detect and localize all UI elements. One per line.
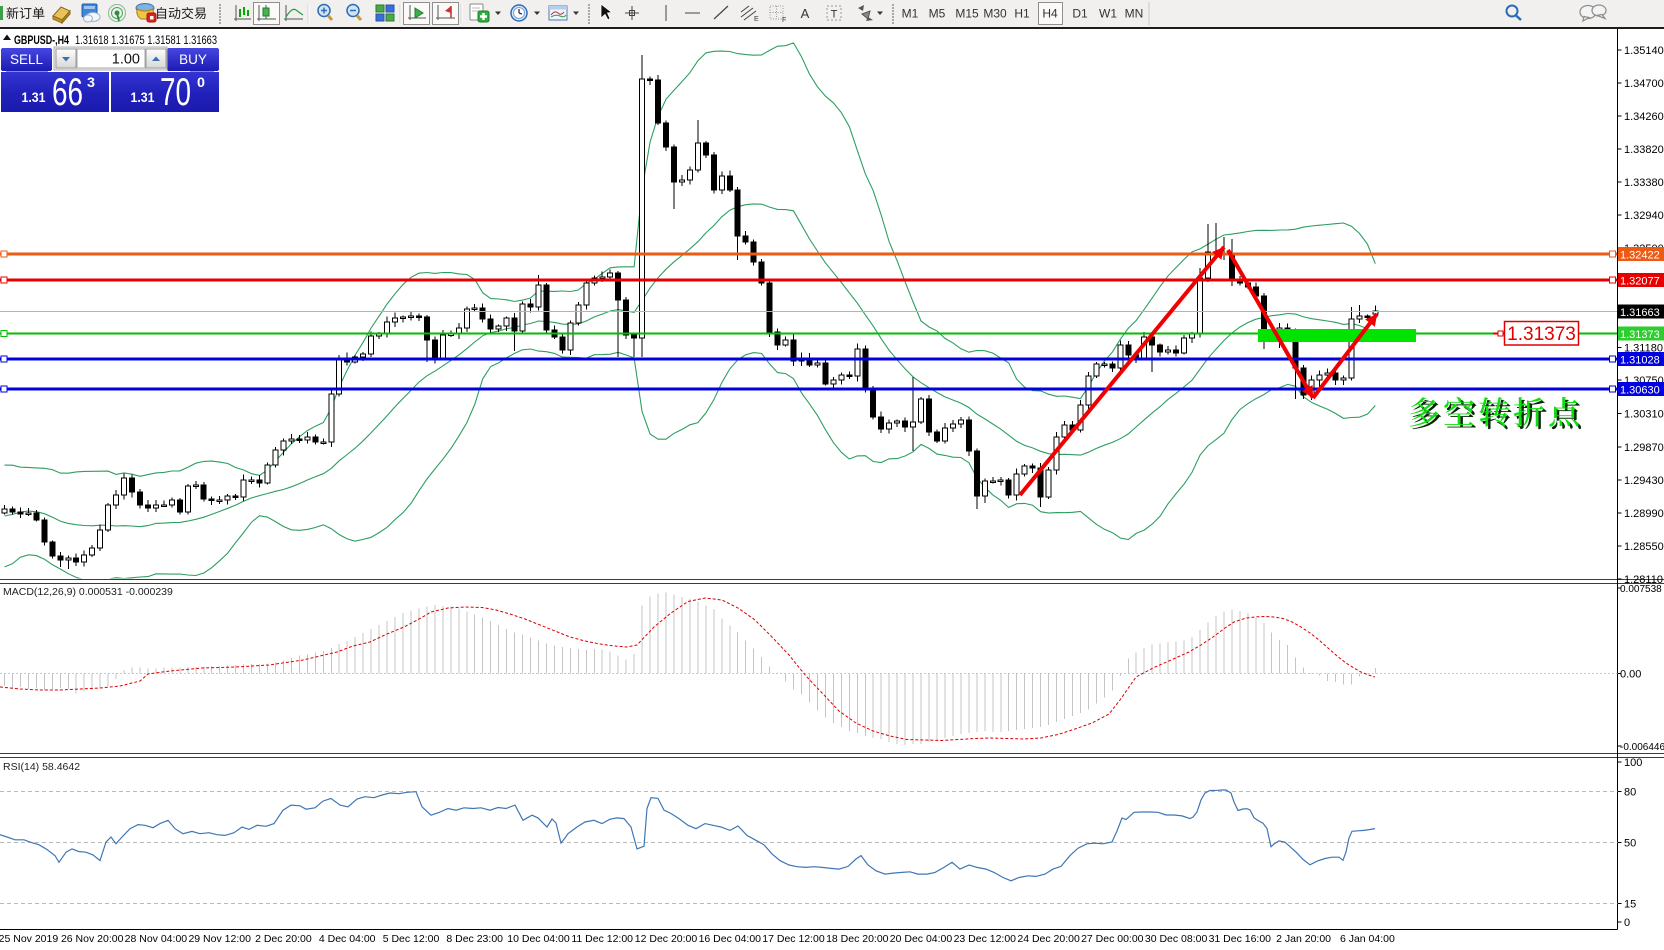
svg-text:12 Dec 20:00: 12 Dec 20:00 [635, 933, 698, 945]
svg-text:1.28110: 1.28110 [1624, 574, 1663, 586]
svg-text:1.31618 1.31675 1.31581 1.3166: 1.31618 1.31675 1.31581 1.31663 [75, 35, 217, 47]
svg-text:RSI(14) 58.4642: RSI(14) 58.4642 [3, 761, 80, 773]
svg-text:1.30310: 1.30310 [1624, 409, 1664, 421]
svg-text:D1: D1 [1072, 7, 1088, 21]
svg-text:1.29870: 1.29870 [1624, 442, 1664, 454]
svg-text:2 Jan 20:00: 2 Jan 20:00 [1276, 933, 1331, 945]
svg-text:4 Dec 04:00: 4 Dec 04:00 [319, 933, 376, 945]
svg-text:1.31028: 1.31028 [1620, 355, 1660, 367]
svg-text:1.31373: 1.31373 [1620, 329, 1660, 341]
svg-text:1.29430: 1.29430 [1624, 475, 1664, 487]
svg-text:0: 0 [197, 74, 205, 90]
svg-text:6 Jan 04:00: 6 Jan 04:00 [1340, 933, 1395, 945]
svg-text:30 Dec 08:00: 30 Dec 08:00 [1145, 933, 1208, 945]
svg-text:15: 15 [1624, 899, 1636, 911]
svg-text:H1: H1 [1014, 7, 1030, 21]
svg-text:E: E [754, 16, 759, 23]
svg-text:T: T [831, 9, 838, 21]
svg-text:100: 100 [1624, 757, 1642, 769]
svg-text:25 Nov 2019: 25 Nov 2019 [0, 933, 58, 945]
svg-text:29 Nov 12:00: 29 Nov 12:00 [188, 933, 251, 945]
svg-text:H4: H4 [1042, 7, 1058, 21]
svg-text:0.007538: 0.007538 [1620, 584, 1662, 595]
svg-text:70: 70 [160, 71, 191, 114]
svg-text:0: 0 [1624, 917, 1630, 929]
svg-text:26 Nov 20:00: 26 Nov 20:00 [61, 933, 124, 945]
svg-text:1.30630: 1.30630 [1620, 385, 1660, 397]
svg-text:31 Dec 16:00: 31 Dec 16:00 [1209, 933, 1272, 945]
svg-text:A: A [801, 6, 810, 21]
svg-text:27 Dec 00:00: 27 Dec 00:00 [1081, 933, 1144, 945]
svg-text:80: 80 [1624, 787, 1636, 799]
svg-text:18 Dec 20:00: 18 Dec 20:00 [826, 933, 889, 945]
svg-text:M15: M15 [955, 7, 979, 21]
svg-text:MACD(12,26,9) 0.000531 -0.0002: MACD(12,26,9) 0.000531 -0.000239 [3, 586, 173, 598]
svg-text:1.34700: 1.34700 [1624, 78, 1664, 90]
svg-text:10 Dec 04:00: 10 Dec 04:00 [507, 933, 570, 945]
svg-text:11 Dec 12:00: 11 Dec 12:00 [571, 933, 633, 945]
svg-text:1.34260: 1.34260 [1624, 111, 1664, 123]
svg-text:24 Dec 20:00: 24 Dec 20:00 [1017, 933, 1080, 945]
svg-text:1.31180: 1.31180 [1624, 343, 1663, 355]
svg-text:1.31: 1.31 [22, 89, 46, 105]
svg-text:SELL: SELL [10, 52, 44, 67]
svg-text:MN: MN [1125, 7, 1144, 21]
svg-text:1.31: 1.31 [131, 89, 155, 105]
svg-text:1.33380: 1.33380 [1624, 177, 1664, 189]
svg-text:GBPUSD-,H4: GBPUSD-,H4 [14, 35, 69, 47]
svg-text:BUY: BUY [179, 52, 207, 67]
svg-text:1.32077: 1.32077 [1620, 276, 1660, 288]
svg-text:1.32940: 1.32940 [1624, 210, 1664, 222]
svg-text:17 Dec 12:00: 17 Dec 12:00 [762, 933, 825, 945]
svg-text:M5: M5 [929, 7, 946, 21]
svg-text:1.35140: 1.35140 [1624, 45, 1664, 57]
svg-text:2 Dec 20:00: 2 Dec 20:00 [255, 933, 312, 945]
svg-text:1.31663: 1.31663 [1620, 307, 1660, 319]
svg-text:1.33820: 1.33820 [1624, 144, 1664, 156]
svg-text:28 Nov 04:00: 28 Nov 04:00 [125, 933, 188, 945]
svg-text:8 Dec 23:00: 8 Dec 23:00 [446, 933, 503, 945]
svg-text:1.28990: 1.28990 [1624, 508, 1664, 520]
svg-text:W1: W1 [1099, 7, 1117, 21]
svg-text:1.31373: 1.31373 [1507, 324, 1576, 345]
svg-text:1.28550: 1.28550 [1624, 541, 1664, 553]
svg-text:1.00: 1.00 [112, 52, 140, 68]
svg-text:-0.006446: -0.006446 [1620, 742, 1664, 753]
svg-text:F: F [782, 17, 786, 24]
svg-text:M30: M30 [983, 7, 1007, 21]
svg-text:20 Dec 04:00: 20 Dec 04:00 [890, 933, 953, 945]
svg-text:5 Dec 12:00: 5 Dec 12:00 [383, 933, 440, 945]
svg-text:23 Dec 12:00: 23 Dec 12:00 [954, 933, 1017, 945]
svg-text:16 Dec 04:00: 16 Dec 04:00 [699, 933, 762, 945]
svg-text:M1: M1 [902, 7, 919, 21]
svg-text:0.00: 0.00 [1620, 669, 1641, 681]
svg-text:3: 3 [87, 74, 95, 90]
svg-text:50: 50 [1624, 838, 1636, 850]
svg-text:1.32422: 1.32422 [1620, 250, 1660, 262]
svg-text:66: 66 [52, 71, 83, 114]
